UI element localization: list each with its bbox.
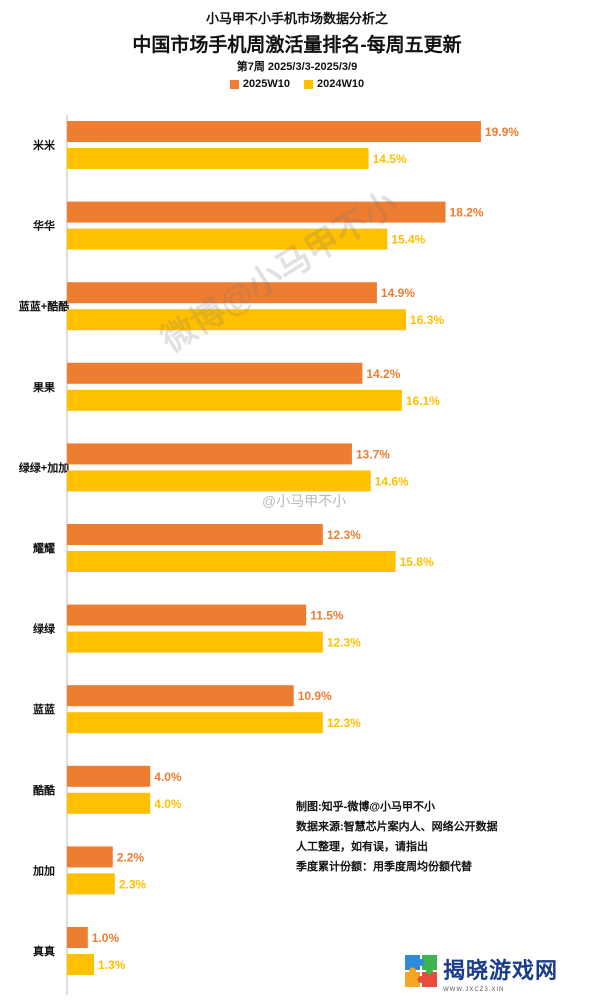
data-label-2025w10: 18.2%	[450, 206, 484, 220]
bar-2024w10	[67, 309, 407, 331]
legend-item-2024: 2024W10	[304, 78, 364, 90]
category-label: 耀耀	[33, 541, 55, 555]
bar-2025w10	[67, 362, 363, 384]
data-label-2024w10: 14.6%	[375, 474, 409, 488]
data-label-2025w10: 14.9%	[381, 286, 415, 300]
logo-url: WWW.JXCZ3.XIN	[443, 987, 505, 993]
bar-2024w10	[67, 148, 369, 169]
bar-2025w10	[67, 121, 481, 142]
category-label: 酷酷	[33, 783, 55, 797]
data-label-2024w10: 12.3%	[327, 716, 361, 730]
bar-2025w10	[67, 846, 113, 868]
data-label-2025w10: 11.5%	[310, 609, 344, 623]
note-line: 数据来源:智慧芯片案内人、网络公开数据	[296, 821, 498, 833]
bar-2025w10	[67, 927, 88, 948]
bar-2024w10	[67, 389, 402, 411]
data-label-2024w10: 12.3%	[327, 636, 361, 650]
data-label-2025w10: 2.2%	[117, 850, 145, 864]
bar-2025w10	[67, 685, 294, 707]
watermark-small: @小马甲不小	[262, 493, 347, 509]
data-label-2024w10: 16.1%	[406, 394, 440, 408]
note-line: 制图:知乎-微博@小马甲不小	[296, 801, 436, 813]
category-label: 加加	[32, 863, 55, 877]
category-label: 华华	[33, 219, 55, 233]
bar-2025w10	[67, 282, 377, 304]
bar-2024w10	[67, 631, 323, 653]
category-label: 蓝蓝	[33, 702, 55, 716]
chart-legend: 2025W10 2024W10	[0, 78, 594, 90]
chart-super-title: 小马甲不小手机市场数据分析之	[205, 11, 388, 26]
data-label-2024w10: 16.3%	[410, 313, 444, 327]
legend-label-2024: 2024W10	[317, 78, 365, 90]
legend-swatch-2025	[229, 79, 239, 89]
legend-label-2025: 2025W10	[242, 78, 290, 90]
category-label: 果果	[32, 381, 55, 394]
data-label-2024w10: 15.4%	[391, 233, 425, 247]
data-label-2024w10: 1.3%	[98, 958, 126, 972]
bar-2024w10	[67, 712, 323, 734]
bar-2025w10	[67, 201, 446, 223]
bar-2025w10	[67, 443, 352, 465]
data-label-2024w10: 14.5%	[373, 152, 407, 166]
site-logo: 揭晓游戏网 WWW.JXCZ3.XIN	[403, 953, 558, 993]
category-label: 绿绿	[33, 622, 56, 636]
data-label-2025w10: 19.9%	[485, 125, 519, 139]
bar-2025w10	[67, 765, 151, 787]
data-label-2025w10: 12.3%	[327, 528, 361, 542]
legend-item-2025: 2025W10	[229, 78, 290, 90]
puzzle-icon	[403, 953, 439, 989]
category-label: 蓝蓝+酷酷	[19, 299, 69, 313]
bar-2024w10	[67, 228, 388, 250]
chart-notes: 制图:知乎-微博@小马甲不小 数据来源:智慧芯片案内人、网络公开数据 人工整理，…	[296, 797, 498, 877]
bar-2025w10	[67, 604, 307, 626]
bar-2024w10	[67, 954, 95, 975]
data-label-2025w10: 1.0%	[92, 931, 120, 945]
data-label-2025w10: 14.2%	[366, 367, 400, 381]
chart-title: 中国市场手机周激活量排名-每周五更新	[132, 35, 462, 56]
bar-2024w10	[67, 551, 396, 572]
category-label: 米米	[32, 138, 56, 152]
category-label: 绿绿+加加	[19, 460, 69, 474]
category-label: 真真	[33, 944, 55, 958]
bar-2025w10	[67, 524, 323, 545]
bar-2024w10	[67, 792, 151, 814]
chart-subtitle: 第7周 2025/3/3-2025/3/9	[236, 61, 358, 73]
bar-2024w10	[67, 873, 115, 895]
data-label-2024w10: 15.8%	[400, 555, 434, 569]
data-label-2024w10: 4.0%	[154, 797, 182, 811]
data-label-2024w10: 2.3%	[119, 877, 147, 891]
data-label-2025w10: 13.7%	[356, 447, 390, 461]
logo-name: 揭晓游戏网	[443, 958, 559, 983]
data-label-2025w10: 4.0%	[154, 770, 182, 784]
note-line: 人工整理，如有误，请指出	[296, 841, 428, 853]
legend-swatch-2024	[304, 79, 313, 89]
bar-2024w10	[67, 470, 371, 492]
data-label-2025w10: 10.9%	[298, 689, 332, 703]
note-line: 季度累计份额：用季度周均份额代替	[296, 861, 472, 873]
